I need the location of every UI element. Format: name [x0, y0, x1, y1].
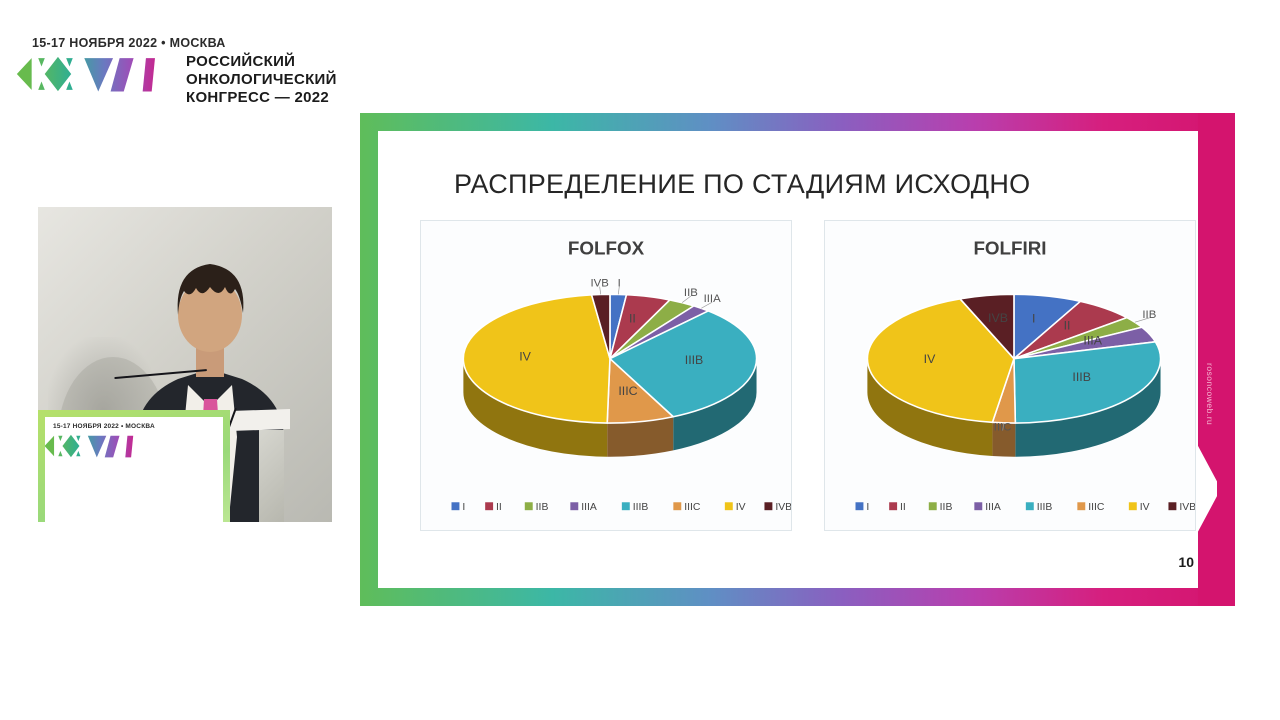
svg-text:IIIB: IIIB	[685, 353, 704, 367]
svg-text:IIIB: IIIB	[633, 502, 649, 513]
svg-text:I: I	[1032, 311, 1035, 325]
svg-text:I: I	[462, 502, 465, 513]
svg-text:IIB: IIB	[1142, 309, 1156, 321]
svg-text:II: II	[496, 502, 502, 513]
svg-text:IIIB: IIIB	[1037, 502, 1053, 513]
svg-text:IVB: IVB	[590, 278, 608, 290]
svg-text:II: II	[1064, 319, 1071, 333]
svg-text:IIB: IIB	[684, 287, 698, 299]
svg-text:I: I	[618, 278, 621, 290]
svg-text:IIIA: IIIA	[1083, 334, 1102, 348]
svg-text:IIIA: IIIA	[985, 502, 1001, 513]
svg-text:IV: IV	[1140, 502, 1150, 513]
svg-text:IIB: IIB	[940, 502, 953, 513]
svg-text:IIIC: IIIC	[994, 422, 1012, 434]
svg-text:I: I	[866, 502, 869, 513]
svg-text:IIIC: IIIC	[684, 502, 701, 513]
svg-text:IIIA: IIIA	[704, 293, 721, 305]
svg-text:IIIC: IIIC	[618, 384, 637, 398]
svg-text:IIIB: IIIB	[1072, 370, 1091, 384]
svg-text:IV: IV	[519, 350, 531, 364]
svg-text:FOLFIRI: FOLFIRI	[973, 238, 1046, 259]
svg-text:IV: IV	[924, 352, 936, 366]
svg-text:IVB: IVB	[775, 502, 791, 513]
svg-text:IVB: IVB	[988, 311, 1008, 325]
svg-text:IVB: IVB	[1179, 502, 1195, 513]
svg-text:IIIC: IIIC	[1088, 502, 1105, 513]
svg-text:IIB: IIB	[536, 502, 549, 513]
svg-text:II: II	[900, 502, 906, 513]
svg-text:FOLFOX: FOLFOX	[568, 238, 645, 259]
svg-text:IIIA: IIIA	[581, 502, 597, 513]
svg-text:II: II	[629, 312, 636, 326]
svg-text:IV: IV	[736, 502, 746, 513]
